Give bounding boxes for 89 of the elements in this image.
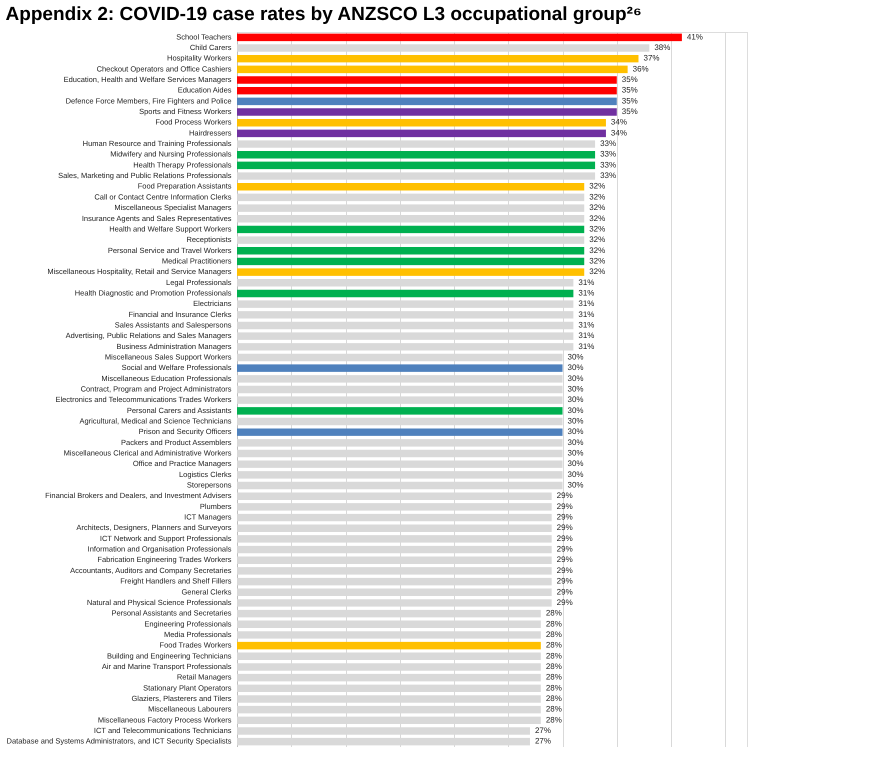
- bar: [237, 407, 563, 415]
- data-label: 29%: [556, 576, 573, 586]
- data-label: 29%: [556, 523, 573, 532]
- bar: [237, 428, 563, 436]
- data-label: 31%: [578, 288, 594, 298]
- bar: [237, 162, 596, 170]
- data-label: 35%: [622, 75, 638, 84]
- data-label: 28%: [546, 715, 562, 724]
- data-label: 33%: [600, 139, 616, 148]
- data-label: 30%: [568, 363, 584, 372]
- bar: [237, 226, 584, 234]
- data-label: 33%: [600, 171, 616, 180]
- data-label: 29%: [556, 491, 573, 500]
- data-label: 30%: [568, 406, 584, 415]
- data-label: 29%: [556, 512, 573, 522]
- data-label: 32%: [589, 224, 606, 234]
- data-label: 29%: [556, 555, 573, 564]
- bar: [237, 183, 584, 190]
- data-label: 37%: [643, 54, 660, 63]
- bar: [237, 86, 617, 94]
- data-label: 41%: [686, 32, 703, 42]
- data-label: 28%: [546, 630, 562, 639]
- data-label: 29%: [556, 566, 573, 575]
- data-label: 31%: [578, 299, 594, 308]
- data-label: 30%: [568, 438, 584, 447]
- data-label: 35%: [622, 96, 638, 106]
- data-label: 30%: [568, 480, 584, 490]
- data-label: 29%: [556, 544, 573, 554]
- data-label: 31%: [578, 331, 594, 340]
- data-label: 31%: [578, 310, 594, 319]
- bar: [237, 642, 541, 650]
- data-label: 31%: [578, 320, 594, 330]
- data-label: 35%: [622, 107, 638, 116]
- data-label: 28%: [546, 608, 562, 618]
- data-label: 31%: [578, 342, 594, 351]
- data-label: 30%: [568, 395, 584, 404]
- data-label: 34%: [610, 128, 627, 138]
- data-label: 32%: [589, 246, 606, 255]
- data-label: 28%: [546, 651, 562, 660]
- data-label: 32%: [589, 256, 606, 266]
- bar: [237, 364, 563, 372]
- data-label: 30%: [568, 427, 584, 436]
- data-label: 34%: [610, 118, 627, 127]
- data-label: 33%: [600, 160, 616, 170]
- bar: [237, 268, 584, 276]
- data-label: 33%: [600, 150, 616, 159]
- data-label: 30%: [568, 448, 584, 458]
- data-label: 30%: [568, 352, 584, 362]
- data-label: 32%: [589, 235, 606, 244]
- data-label: 30%: [568, 384, 584, 394]
- data-label: 30%: [568, 416, 584, 426]
- data-label: 27%: [534, 726, 551, 735]
- data-label: 30%: [568, 459, 584, 468]
- data-label: 28%: [546, 704, 562, 714]
- data-label: 30%: [568, 470, 584, 479]
- bar: [237, 247, 584, 255]
- data-label: 29%: [556, 502, 573, 511]
- bar: [237, 108, 617, 116]
- data-label: 32%: [589, 192, 606, 202]
- data-label: 32%: [589, 267, 606, 276]
- bar: [237, 66, 628, 74]
- bar: [237, 130, 606, 138]
- data-label: 28%: [546, 672, 562, 682]
- data-label: 38%: [654, 43, 670, 52]
- data-label: 30%: [568, 374, 584, 383]
- bar: [237, 54, 638, 62]
- data-label: 29%: [556, 534, 573, 543]
- data-label: 28%: [546, 694, 562, 703]
- bar: [237, 290, 574, 298]
- data-label: 28%: [546, 640, 562, 650]
- data-label: 32%: [589, 214, 606, 223]
- bar: [237, 76, 617, 84]
- data-label: 32%: [589, 203, 606, 212]
- bar: [237, 98, 617, 106]
- data-label: 28%: [546, 619, 562, 628]
- data-label: 27%: [534, 736, 551, 746]
- data-label: 36%: [632, 64, 649, 74]
- data-label: 28%: [546, 662, 562, 671]
- data-label: 28%: [546, 683, 562, 692]
- data-label: 29%: [556, 587, 573, 596]
- data-label: 35%: [622, 86, 638, 95]
- data-label: 32%: [589, 182, 606, 191]
- bar: [237, 150, 596, 158]
- chart-title: Appendix 2: COVID-19 case rates by ANZSCO L3 occupational group²⁶: [5, 4, 642, 25]
- data-label: 29%: [556, 598, 573, 607]
- data-label: 31%: [578, 278, 594, 287]
- bar: [237, 258, 584, 266]
- bar: [237, 118, 606, 126]
- bar: [237, 34, 682, 42]
